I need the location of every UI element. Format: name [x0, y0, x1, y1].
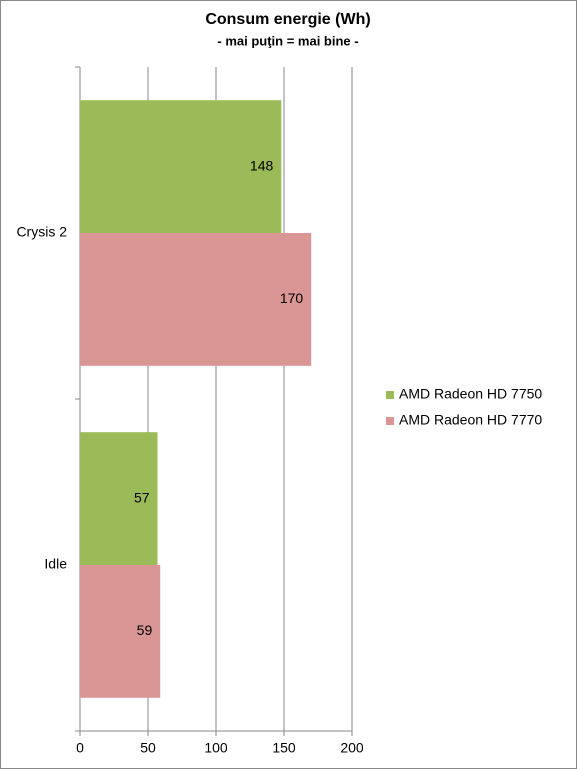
legend-label: AMD Radeon HD 7750	[399, 386, 542, 402]
legend-swatch	[386, 391, 394, 399]
x-tick-label: 150	[272, 740, 296, 756]
bar	[80, 432, 158, 565]
x-tick-label: 0	[76, 740, 84, 756]
legend-swatch	[386, 417, 394, 425]
bar	[80, 100, 282, 233]
data-label: 59	[137, 622, 153, 638]
bar	[80, 233, 312, 366]
data-label: 148	[250, 157, 274, 173]
x-tick-label: 100	[204, 740, 228, 756]
bar	[80, 565, 161, 698]
x-tick-label: 50	[140, 740, 156, 756]
data-label: 170	[280, 290, 304, 306]
x-tick-label: 200	[340, 740, 364, 756]
y-tick-label: Idle	[44, 556, 67, 572]
chart-title: Consum energie (Wh)	[205, 11, 370, 28]
y-tick-label: Crysis 2	[16, 224, 67, 240]
chart-subtitle: - mai puţin = mai bine -	[217, 33, 358, 48]
data-label: 57	[134, 489, 150, 505]
legend-label: AMD Radeon HD 7770	[399, 412, 542, 428]
